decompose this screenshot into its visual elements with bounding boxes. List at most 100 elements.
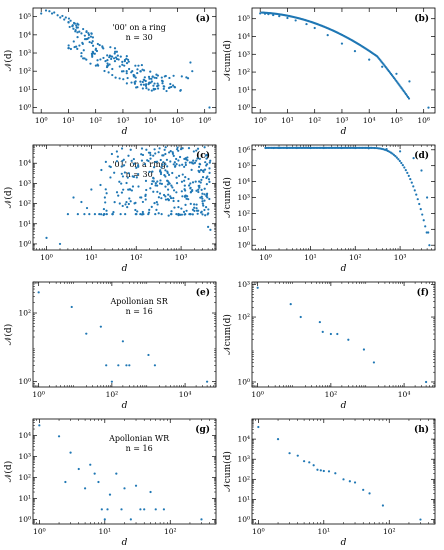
data-point bbox=[121, 63, 124, 66]
data-point bbox=[205, 183, 208, 186]
data-point bbox=[162, 508, 166, 511]
annotation-text: '00' on a ring bbox=[112, 23, 166, 32]
data-point bbox=[184, 213, 187, 216]
x-tick-label: 10² bbox=[130, 253, 143, 262]
data-point bbox=[147, 213, 150, 216]
panel-label: (h) bbox=[414, 424, 429, 435]
data-point bbox=[196, 157, 199, 160]
data-point bbox=[100, 213, 103, 216]
data-point bbox=[316, 468, 319, 471]
data-point bbox=[157, 84, 160, 87]
data-point bbox=[76, 26, 79, 29]
data-point bbox=[204, 161, 207, 164]
data-point bbox=[121, 60, 124, 63]
data-point bbox=[177, 159, 180, 162]
data-point bbox=[319, 469, 322, 472]
x-tick-label: 10⁰ bbox=[259, 253, 272, 262]
data-point bbox=[407, 174, 410, 178]
data-point bbox=[57, 435, 61, 438]
x-axis-label: d bbox=[341, 538, 347, 548]
data-point bbox=[202, 204, 205, 207]
data-point bbox=[127, 188, 130, 191]
data-point bbox=[110, 380, 113, 383]
y-axis-label: 𝒩cum(d) bbox=[222, 314, 233, 355]
data-point bbox=[89, 35, 93, 38]
data-point bbox=[134, 64, 137, 67]
data-point bbox=[121, 159, 124, 163]
data-point bbox=[155, 201, 158, 204]
annotation-text: '01' on a ring bbox=[112, 160, 166, 169]
y-tick-label: 10⁵ bbox=[237, 161, 250, 170]
data-point bbox=[398, 150, 402, 153]
data-point bbox=[134, 208, 137, 212]
data-point bbox=[288, 452, 291, 455]
data-point bbox=[204, 214, 207, 217]
data-point bbox=[119, 213, 122, 216]
data-point bbox=[134, 80, 137, 83]
data-point bbox=[183, 179, 186, 182]
y-axis-label: 𝒩cum(d) bbox=[222, 177, 233, 218]
panel-label: (a) bbox=[196, 13, 210, 24]
data-point bbox=[407, 97, 411, 100]
data-point bbox=[135, 166, 138, 169]
data-point bbox=[166, 165, 169, 168]
y-tick-label: 10³ bbox=[18, 49, 31, 58]
data-point bbox=[139, 213, 142, 216]
annotation-text: n = 16 bbox=[126, 444, 153, 453]
data-point bbox=[102, 47, 105, 50]
data-point bbox=[121, 340, 124, 343]
data-point bbox=[132, 157, 135, 161]
data-point bbox=[98, 213, 101, 216]
data-point bbox=[119, 55, 122, 58]
panel-b: 10⁰ 10¹ 10² 10³ 10⁴ 10⁵ 10⁶ 10⁰ 10¹ 10² 10³ 10⁴ 10⁵ d… bbox=[222, 7, 436, 137]
data-point bbox=[115, 150, 118, 153]
x-axis-label: d bbox=[341, 264, 347, 274]
data-point bbox=[169, 195, 172, 198]
data-point bbox=[135, 213, 138, 216]
data-point bbox=[198, 184, 201, 187]
data-point bbox=[181, 195, 184, 198]
data-point bbox=[143, 163, 146, 166]
data-point bbox=[89, 62, 92, 65]
y-tick-label: 10¹ bbox=[18, 85, 31, 94]
data-point bbox=[117, 364, 120, 367]
y-tick-label: 10⁰ bbox=[18, 239, 31, 248]
data-point bbox=[171, 171, 174, 175]
data-point bbox=[171, 84, 175, 87]
data-point bbox=[118, 77, 121, 80]
data-point bbox=[353, 481, 357, 484]
data-point bbox=[154, 182, 157, 185]
data-point bbox=[400, 161, 403, 165]
data-point bbox=[152, 84, 155, 87]
data-point bbox=[201, 192, 204, 195]
data-point bbox=[152, 154, 155, 157]
y-axis-label: 𝒩(d) bbox=[3, 461, 14, 482]
data-point bbox=[90, 32, 93, 35]
data-point bbox=[302, 460, 306, 463]
data-point bbox=[72, 27, 75, 30]
data-point bbox=[177, 199, 180, 203]
data-point bbox=[125, 181, 128, 185]
data-point bbox=[143, 508, 146, 511]
data-point bbox=[142, 83, 145, 86]
data-point bbox=[173, 85, 176, 89]
data-point bbox=[187, 147, 191, 150]
data-point bbox=[193, 203, 196, 206]
data-point bbox=[194, 180, 197, 183]
data-point bbox=[166, 179, 169, 183]
data-point bbox=[156, 180, 159, 183]
data-point bbox=[113, 60, 117, 63]
data-point bbox=[150, 89, 153, 92]
data-point bbox=[85, 332, 88, 335]
data-point bbox=[96, 59, 99, 62]
data-point bbox=[415, 193, 418, 196]
data-point bbox=[134, 484, 138, 487]
data-point bbox=[193, 206, 196, 209]
data-point bbox=[127, 172, 130, 175]
data-point bbox=[87, 36, 90, 39]
data-point bbox=[201, 200, 204, 203]
data-point bbox=[153, 76, 156, 79]
data-point bbox=[203, 187, 206, 190]
x-tick-label: 10⁴ bbox=[398, 390, 411, 399]
data-point bbox=[111, 213, 114, 216]
